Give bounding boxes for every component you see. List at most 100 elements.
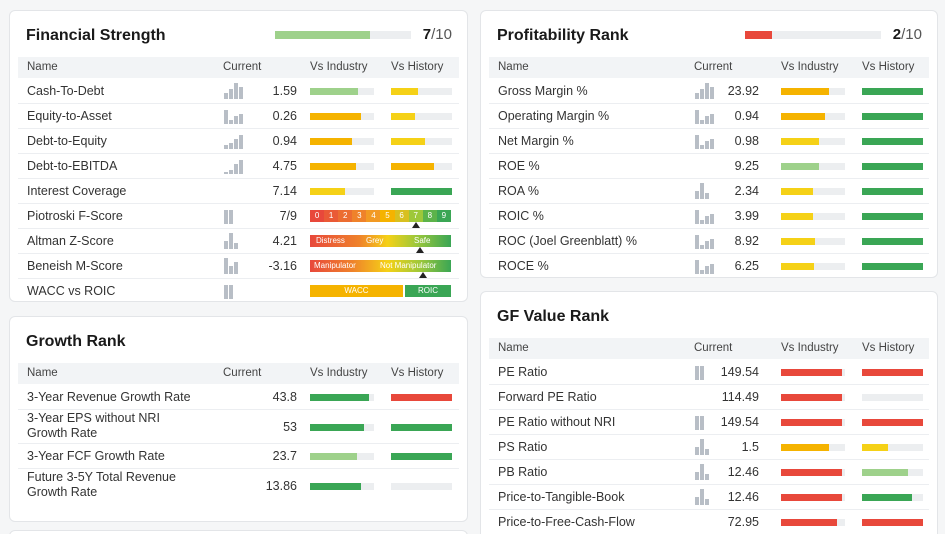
vs-industry-bar[interactable] <box>310 483 374 490</box>
vs-industry-bar[interactable] <box>310 394 374 401</box>
table-row[interactable]: ROE % 9.25 <box>489 154 929 179</box>
row-name[interactable]: Forward PE Ratio <box>498 390 597 404</box>
vs-history-bar[interactable] <box>862 394 923 401</box>
vs-industry-bar[interactable] <box>310 163 374 170</box>
table-row[interactable]: Future 3-5Y Total Revenue Growth Rate 13.… <box>18 469 459 503</box>
vs-history-bar[interactable] <box>391 394 452 401</box>
header-vs-industry[interactable]: Vs Industry <box>781 342 839 354</box>
table-row[interactable]: WACC vs ROIC WACC ROIC <box>18 279 459 301</box>
table-row[interactable]: Price-to-Free-Cash-Flow 72.95 <box>489 510 929 534</box>
vs-industry-bar[interactable] <box>781 163 845 170</box>
vs-industry-bar[interactable] <box>781 519 845 526</box>
table-row[interactable]: PB Ratio 12.46 <box>489 460 929 485</box>
row-name[interactable]: Gross Margin % <box>498 84 588 98</box>
table-row[interactable]: Cash-To-Debt 1.59 <box>18 79 459 104</box>
header-vs-industry[interactable]: Vs Industry <box>781 61 839 73</box>
vs-history-bar[interactable] <box>391 483 452 490</box>
row-name[interactable]: Interest Coverage <box>27 184 127 198</box>
row-name[interactable]: Equity-to-Asset <box>27 109 112 123</box>
sparkline-icon[interactable] <box>695 364 715 380</box>
header-name[interactable]: Name <box>498 61 529 73</box>
header-vs-history[interactable]: Vs History <box>391 61 444 73</box>
vs-history-bar[interactable] <box>862 113 923 120</box>
vs-industry-bar[interactable] <box>781 369 845 376</box>
vs-history-bar[interactable] <box>391 188 452 195</box>
vs-history-bar[interactable] <box>391 138 452 145</box>
vs-history-bar[interactable] <box>862 138 923 145</box>
sparkline-icon[interactable] <box>695 208 715 224</box>
vs-industry-bar[interactable] <box>781 88 845 95</box>
sparkline-icon[interactable] <box>695 83 715 99</box>
header-vs-industry[interactable]: Vs Industry <box>310 367 368 379</box>
header-current[interactable]: Current <box>223 61 262 73</box>
vs-history-bar[interactable] <box>391 163 452 170</box>
row-name[interactable]: Beneish M-Score <box>27 259 123 273</box>
header-vs-industry[interactable]: Vs Industry <box>310 61 368 73</box>
vs-industry-bar[interactable] <box>781 263 845 270</box>
row-name[interactable]: 3-Year Revenue Growth Rate <box>27 390 191 404</box>
sparkline-icon[interactable] <box>224 233 244 249</box>
table-row[interactable]: Debt-to-EBITDA 4.75 <box>18 154 459 179</box>
row-name[interactable]: Piotroski F-Score <box>27 209 123 223</box>
sparkline-icon[interactable] <box>695 183 715 199</box>
vs-history-bar[interactable] <box>862 369 923 376</box>
table-row[interactable]: Altman Z-Score 4.21 Distress Grey Safe <box>18 229 459 254</box>
row-name[interactable]: Operating Margin % <box>498 109 610 123</box>
row-name[interactable]: Future 3-5Y Total Revenue Growth Rate <box>27 470 176 499</box>
row-name[interactable]: PE Ratio <box>498 365 548 379</box>
vs-history-bar[interactable] <box>862 213 923 220</box>
row-name[interactable]: Price-to-Tangible-Book <box>498 490 625 504</box>
vs-industry-bar[interactable] <box>781 138 845 145</box>
table-row[interactable]: Beneish M-Score -3.16 Manipulator Not Manip… <box>18 254 459 279</box>
vs-industry-bar[interactable] <box>310 453 374 460</box>
sparkline-icon[interactable] <box>224 258 244 274</box>
sparkline-icon[interactable] <box>695 489 715 505</box>
zone-bar[interactable]: WACC ROIC <box>310 285 451 297</box>
vs-history-bar[interactable] <box>391 424 452 431</box>
sparkline-icon[interactable] <box>224 133 244 149</box>
sparkline-icon[interactable] <box>224 283 244 299</box>
header-vs-history[interactable]: Vs History <box>391 367 444 379</box>
vs-industry-bar[interactable] <box>781 419 845 426</box>
row-name[interactable]: Cash-To-Debt <box>27 84 105 98</box>
header-vs-history[interactable]: Vs History <box>862 342 915 354</box>
vs-industry-bar[interactable] <box>781 238 845 245</box>
sparkline-icon[interactable] <box>695 133 715 149</box>
sparkline-icon[interactable] <box>695 464 715 480</box>
table-row[interactable]: Debt-to-Equity 0.94 <box>18 129 459 154</box>
vs-industry-bar[interactable] <box>310 138 374 145</box>
row-name[interactable]: Debt-to-Equity <box>27 134 107 148</box>
row-name[interactable]: 3-Year EPS without NRI Growth Rate <box>27 411 160 440</box>
row-name[interactable]: ROIC % <box>498 209 544 223</box>
sparkline-icon[interactable] <box>224 83 244 99</box>
row-name[interactable]: ROCE % <box>498 259 549 273</box>
vs-industry-bar[interactable] <box>781 444 845 451</box>
zone-bar[interactable]: Manipulator Not Manipulator <box>310 260 451 272</box>
header-current[interactable]: Current <box>694 61 733 73</box>
vs-industry-bar[interactable] <box>310 424 374 431</box>
header-name[interactable]: Name <box>498 342 529 354</box>
vs-industry-bar[interactable] <box>310 188 374 195</box>
table-row[interactable]: Net Margin % 0.98 <box>489 129 929 154</box>
table-row[interactable]: PE Ratio without NRI 149.54 <box>489 410 929 435</box>
row-name[interactable]: Price-to-Free-Cash-Flow <box>498 515 635 529</box>
vs-history-bar[interactable] <box>862 519 923 526</box>
table-row[interactable]: ROC (Joel Greenblatt) % 8.92 <box>489 229 929 254</box>
vs-industry-bar[interactable] <box>781 113 845 120</box>
table-row[interactable]: ROIC % 3.99 <box>489 204 929 229</box>
vs-history-bar[interactable] <box>862 444 923 451</box>
table-row[interactable]: Price-to-Tangible-Book 12.46 <box>489 485 929 510</box>
row-name[interactable]: ROE % <box>498 159 540 173</box>
vs-history-bar[interactable] <box>862 419 923 426</box>
table-row[interactable]: 3-Year Revenue Growth Rate 43.8 <box>18 385 459 410</box>
vs-industry-bar[interactable] <box>781 494 845 501</box>
table-row[interactable]: 3-Year EPS without NRI Growth Rate 53 <box>18 410 459 444</box>
vs-industry-bar[interactable] <box>781 394 845 401</box>
table-row[interactable]: PS Ratio 1.5 <box>489 435 929 460</box>
table-row[interactable]: 3-Year FCF Growth Rate 23.7 <box>18 444 459 469</box>
vs-industry-bar[interactable] <box>781 188 845 195</box>
vs-history-bar[interactable] <box>862 88 923 95</box>
vs-industry-bar[interactable] <box>781 469 845 476</box>
table-row[interactable]: Gross Margin % 23.92 <box>489 79 929 104</box>
